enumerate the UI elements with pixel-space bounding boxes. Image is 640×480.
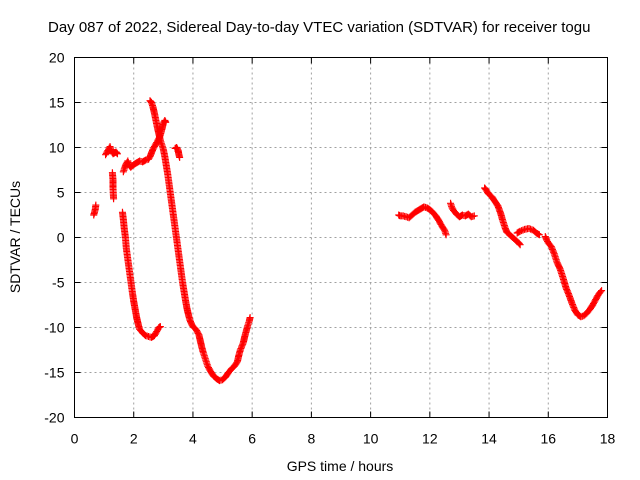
- y-tick-label: 0: [57, 230, 65, 246]
- x-tick-label: 8: [307, 431, 315, 447]
- series-seg11: [513, 225, 543, 239]
- series-seg7: [171, 144, 184, 161]
- x-tick-label: 4: [189, 431, 197, 447]
- y-tick-label: -15: [44, 365, 64, 381]
- data-point: [535, 231, 543, 239]
- series-seg5: [118, 208, 164, 341]
- x-tick-label: 18: [600, 431, 616, 447]
- y-axis-title: SDTVAR / TECUs: [7, 181, 23, 293]
- series-seg1: [90, 201, 100, 219]
- data-point: [110, 195, 118, 203]
- series-seg9: [447, 199, 478, 221]
- data-point: [470, 212, 478, 220]
- y-tick-label: 5: [57, 185, 65, 201]
- data-point: [176, 153, 184, 161]
- series-seg2: [102, 143, 121, 159]
- x-tick-label: 6: [248, 431, 256, 447]
- y-tick-label: 10: [49, 140, 65, 156]
- y-tick-label: 20: [49, 50, 65, 66]
- y-tick-label: -5: [52, 275, 65, 291]
- series-seg8: [395, 203, 450, 239]
- data-point: [162, 118, 170, 126]
- x-tick-label: 2: [130, 431, 138, 447]
- data-point: [113, 149, 121, 157]
- data-point: [92, 201, 100, 209]
- series-seg6: [146, 97, 254, 385]
- x-tick-label: 0: [71, 431, 79, 447]
- x-tick-label: 14: [481, 431, 497, 447]
- plot-frame: [74, 57, 608, 418]
- chart-title: Day 087 of 2022, Sidereal Day-to-day VTE…: [48, 19, 590, 36]
- data-points: [90, 97, 606, 385]
- x-axis-title: GPS time / hours: [287, 458, 394, 474]
- series-seg3: [108, 169, 118, 203]
- x-tick-label: 10: [363, 431, 379, 447]
- data-point: [597, 288, 605, 296]
- data-point: [442, 231, 450, 239]
- data-point: [598, 287, 606, 295]
- data-point: [246, 314, 254, 322]
- series-seg10: [481, 184, 524, 249]
- x-tick-label: 16: [540, 431, 556, 447]
- grid-lines: [74, 57, 608, 418]
- x-tick-label: 12: [422, 431, 438, 447]
- data-point: [113, 150, 121, 158]
- data-point: [515, 240, 523, 248]
- data-point: [516, 241, 524, 249]
- y-tick-label: -10: [44, 320, 64, 336]
- series-seg12: [541, 233, 606, 321]
- series-seg4: [119, 117, 170, 176]
- tick-labels: 0 2 4 6 8 10 12 14 16 18 -20 -15 -10 -5 0 5 10 15 20: [44, 50, 615, 447]
- data-point: [156, 323, 164, 331]
- y-tick-label: 15: [49, 95, 65, 111]
- y-tick-label: -20: [44, 410, 64, 426]
